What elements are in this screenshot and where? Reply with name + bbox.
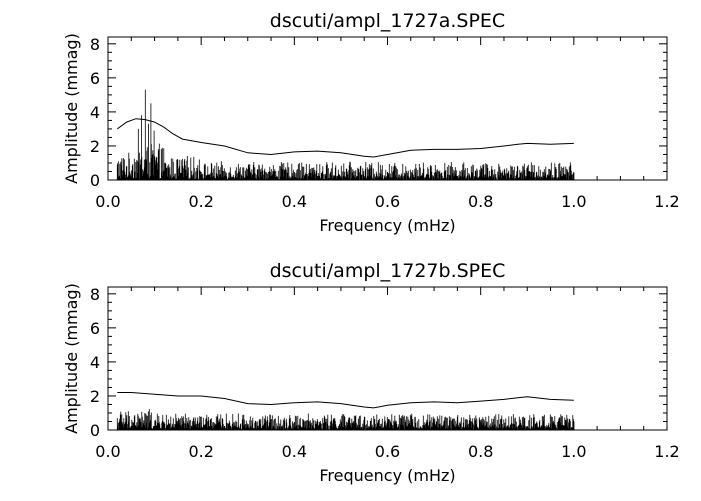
- y-tick-label: 0: [90, 171, 100, 190]
- x-tick-label: 0.8: [468, 192, 493, 211]
- x-tick-label: 0.2: [188, 442, 213, 461]
- x-tick-label: 1.0: [561, 192, 586, 211]
- y-tick-label: 6: [90, 69, 100, 88]
- x-tick-label: 1.2: [654, 192, 679, 211]
- x-tick-label: 0.8: [468, 442, 493, 461]
- threshold-series: [117, 392, 574, 409]
- spectrum-series: [116, 409, 575, 430]
- y-tick-label: 4: [90, 353, 100, 372]
- panel-top: dscuti/ampl_1727a.SPEC 0.0 0.2 0.4 0.6 0.8 1.0…: [62, 10, 680, 235]
- x-tick-label: 1.2: [654, 442, 679, 461]
- chart-title: dscuti/ampl_1727b.SPEC: [270, 260, 506, 282]
- x-tick-label: 0.4: [282, 442, 307, 461]
- x-tick-label: 0.4: [282, 192, 307, 211]
- x-tick-label: 0.2: [188, 192, 213, 211]
- x-tick-label: 0.0: [95, 442, 120, 461]
- x-tick-label: 0.6: [375, 192, 400, 211]
- x-axis-label: Frequency (mHz): [319, 216, 455, 235]
- chart-title: dscuti/ampl_1727a.SPEC: [270, 10, 505, 32]
- y-axis-label: Amplitude (mmag): [62, 283, 81, 434]
- x-tick-label: 0.0: [95, 192, 120, 211]
- threshold-series: [117, 118, 574, 158]
- panel-bottom: dscuti/ampl_1727b.SPEC 0.0 0.2 0.4 0.6 0.8 1.0…: [62, 260, 680, 485]
- x-tick-label: 0.6: [375, 442, 400, 461]
- y-tick-label: 0: [90, 421, 100, 440]
- spectrum-series: [116, 89, 575, 180]
- y-tick-label: 8: [90, 285, 100, 304]
- y-tick-label: 8: [90, 35, 100, 54]
- y-tick-label: 2: [90, 137, 100, 156]
- y-tick-label: 2: [90, 387, 100, 406]
- x-tick-label: 1.0: [561, 442, 586, 461]
- y-tick-label: 6: [90, 319, 100, 338]
- y-tick-label: 4: [90, 103, 100, 122]
- x-axis-label: Frequency (mHz): [319, 466, 455, 485]
- y-axis-label: Amplitude (mmag): [62, 33, 81, 184]
